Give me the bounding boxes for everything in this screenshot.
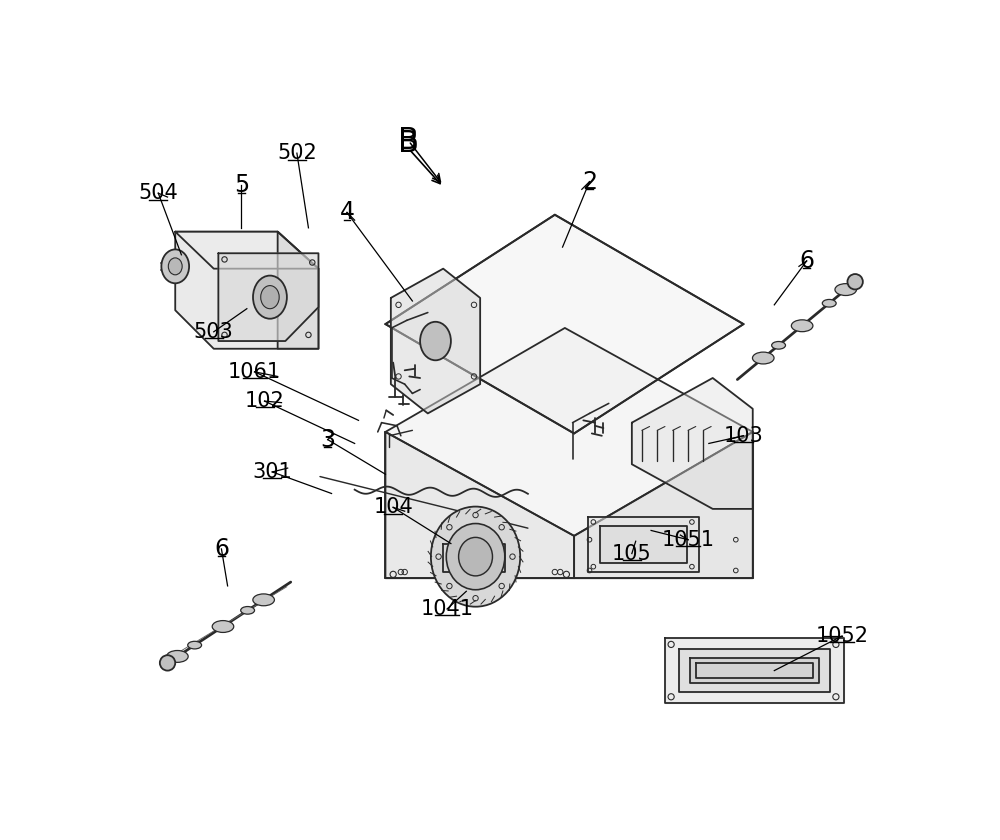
Ellipse shape	[791, 320, 813, 332]
Text: B: B	[398, 126, 419, 155]
Ellipse shape	[752, 352, 774, 364]
Polygon shape	[443, 543, 505, 572]
Text: 6: 6	[214, 537, 229, 561]
Ellipse shape	[446, 523, 505, 590]
Ellipse shape	[822, 299, 836, 307]
Polygon shape	[632, 378, 753, 509]
Text: 301: 301	[252, 462, 292, 482]
Text: 1041: 1041	[421, 599, 474, 619]
Text: 503: 503	[194, 322, 234, 342]
Ellipse shape	[459, 538, 492, 576]
Text: 2: 2	[582, 170, 597, 194]
Text: 5: 5	[234, 174, 249, 197]
Polygon shape	[385, 432, 574, 578]
Ellipse shape	[835, 284, 857, 296]
Polygon shape	[385, 215, 744, 433]
Ellipse shape	[168, 258, 182, 275]
Ellipse shape	[253, 276, 287, 318]
Ellipse shape	[772, 342, 786, 349]
Text: 104: 104	[373, 497, 413, 517]
Ellipse shape	[212, 621, 234, 633]
Text: 4: 4	[339, 201, 354, 224]
Polygon shape	[385, 328, 753, 536]
Polygon shape	[391, 269, 480, 413]
Polygon shape	[588, 517, 699, 572]
Text: 6: 6	[799, 249, 814, 273]
Ellipse shape	[167, 650, 188, 663]
Polygon shape	[679, 649, 830, 692]
Text: 102: 102	[245, 391, 284, 411]
Ellipse shape	[161, 249, 189, 283]
Polygon shape	[278, 232, 318, 349]
Text: 502: 502	[277, 143, 317, 163]
Text: 1061: 1061	[228, 362, 281, 382]
Ellipse shape	[188, 641, 202, 649]
Circle shape	[847, 274, 863, 290]
Polygon shape	[665, 638, 844, 703]
Polygon shape	[175, 232, 318, 349]
Text: 1052: 1052	[816, 626, 869, 646]
Text: B: B	[398, 129, 419, 158]
Polygon shape	[175, 232, 318, 269]
Text: 1051: 1051	[662, 530, 715, 549]
Ellipse shape	[253, 594, 274, 606]
Ellipse shape	[431, 507, 520, 606]
Ellipse shape	[420, 322, 451, 360]
Polygon shape	[690, 659, 819, 683]
Text: 504: 504	[138, 183, 178, 203]
Text: 105: 105	[612, 543, 652, 564]
Ellipse shape	[241, 606, 255, 614]
Polygon shape	[218, 253, 318, 341]
Text: 3: 3	[320, 428, 335, 452]
Text: 103: 103	[724, 426, 763, 446]
Polygon shape	[600, 526, 687, 563]
Circle shape	[160, 655, 175, 670]
Ellipse shape	[261, 286, 279, 308]
Polygon shape	[574, 432, 753, 578]
